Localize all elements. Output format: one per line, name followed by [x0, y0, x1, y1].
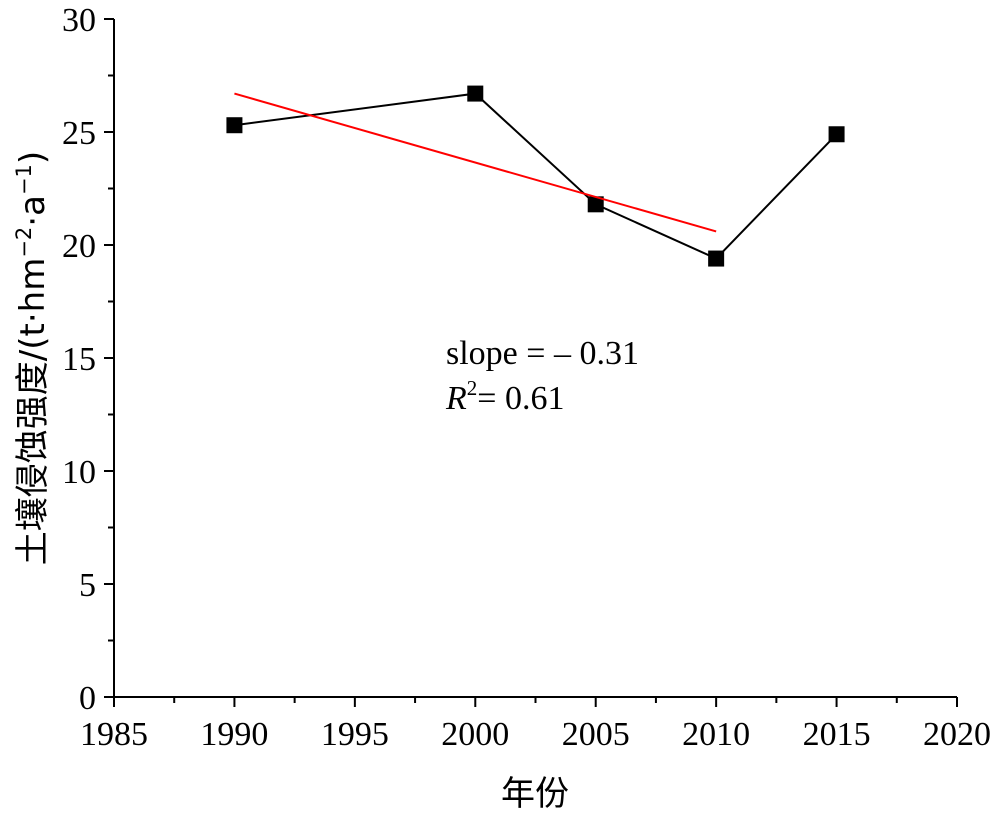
y-tick-label: 15 [62, 341, 96, 378]
data-point-marker [828, 126, 845, 143]
x-tick-label: 2020 [923, 716, 991, 753]
y-tick-label: 25 [62, 115, 96, 152]
plot-area [226, 85, 845, 267]
x-tick-label: 1985 [80, 716, 148, 753]
slope-annotation: slope = – 0.31 [446, 335, 639, 372]
x-tick-label: 1990 [200, 716, 268, 753]
x-tick-label: 2010 [682, 716, 750, 753]
x-tick-label: 2000 [441, 716, 509, 753]
y-tick-label: 10 [62, 454, 96, 491]
y-axis-title-sup1: −2 [12, 227, 36, 258]
y-axis-title: 土壤侵蚀强度/(t·hm−2·a−1) [12, 151, 53, 565]
y-tick-label: 20 [62, 228, 96, 265]
x-axis-title: 年份 [501, 774, 569, 814]
x-tick-label: 2005 [562, 716, 630, 753]
x-ticks: 1985 1990 1995 2000 2005 2010 2015 2020 [80, 697, 991, 753]
y-tick-label: 5 [79, 567, 96, 604]
trend-line [234, 92, 717, 233]
x-tick-label: 2015 [803, 716, 871, 753]
data-point-marker [708, 250, 725, 267]
data-point-marker [226, 117, 243, 134]
y-tick-label: 30 [62, 2, 96, 39]
y-axis-title-sup2: −1 [12, 164, 36, 195]
series-line [234, 92, 838, 260]
y-axis-title-main: 土壤侵蚀强度/(t·hm [13, 258, 53, 566]
r2-symbol: R [445, 380, 467, 417]
y-axis-title-mid: ·a [13, 195, 53, 227]
y-ticks: 0 5 10 15 20 25 30 [62, 2, 114, 717]
r2-value: = 0.61 [477, 380, 564, 417]
y-axis-title-end: ) [13, 151, 53, 164]
r2-superscript: 2 [467, 376, 478, 400]
y-tick-label: 0 [79, 680, 96, 717]
x-tick-label: 1995 [321, 716, 389, 753]
r2-annotation: R2= 0.61 [445, 376, 564, 417]
data-point-marker [587, 196, 604, 213]
data-point-marker [467, 85, 484, 102]
